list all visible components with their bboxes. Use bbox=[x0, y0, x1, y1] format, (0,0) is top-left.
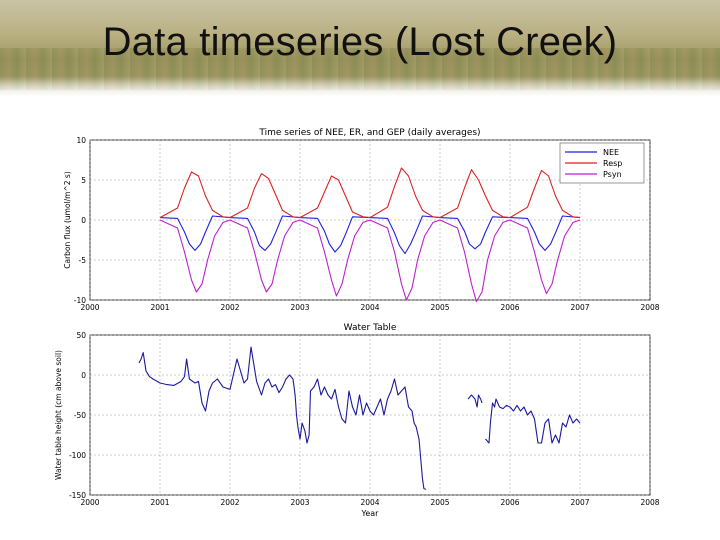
x-tick-label: 2000 bbox=[80, 303, 99, 312]
water-table-chart: 2000 2001 2002 2003 2004 2005 2006 2007 2008 50 0 -… bbox=[54, 323, 660, 518]
x-tick-label: 2006 bbox=[500, 498, 519, 507]
y-tick-label: -50 bbox=[74, 411, 86, 420]
y-tick-label: 0 bbox=[81, 371, 86, 380]
x-tick-label: 2008 bbox=[640, 303, 659, 312]
x-tick-label: 2006 bbox=[500, 303, 519, 312]
x-tick-label: 2008 bbox=[640, 498, 659, 507]
chart-title: Water Table bbox=[344, 323, 397, 333]
series-line-2 bbox=[485, 398, 581, 444]
x-tick-label: 2004 bbox=[360, 498, 379, 507]
x-tick-label: 2003 bbox=[290, 303, 309, 312]
x-tick-label: 2005 bbox=[430, 498, 449, 507]
series-line-psyn bbox=[159, 219, 581, 303]
tick-labels: 2000 2001 2002 2003 2004 2005 2006 2007 2008 10 5 0… bbox=[74, 136, 660, 312]
y-tick-label: 10 bbox=[76, 136, 86, 145]
y-tick-label: 5 bbox=[81, 176, 86, 185]
legend-label: Resp bbox=[603, 159, 622, 168]
y-tick-label: -150 bbox=[69, 491, 86, 500]
series-line-1 bbox=[467, 394, 483, 408]
y-tick-label: -5 bbox=[79, 256, 87, 265]
x-tick-label: 2002 bbox=[220, 498, 239, 507]
header-banner bbox=[0, 0, 720, 98]
series-line-resp bbox=[159, 167, 581, 219]
legend-label: Psyn bbox=[603, 170, 622, 179]
legend: NEE Resp Psyn bbox=[559, 142, 645, 184]
tick-labels: 2000 2001 2002 2003 2004 2005 2006 2007 2008 50 0 -… bbox=[69, 331, 660, 507]
x-tick-label: 2007 bbox=[570, 303, 589, 312]
y-tick-label: 50 bbox=[76, 331, 86, 340]
x-tick-label: 2001 bbox=[150, 303, 169, 312]
x-tick-label: 2002 bbox=[220, 303, 239, 312]
carbon-flux-chart: 2000 2001 2002 2003 2004 2005 2006 2007 2008 10 5 0… bbox=[63, 128, 660, 312]
y-tick-label: 0 bbox=[81, 216, 86, 225]
x-tick-label: 2000 bbox=[80, 498, 99, 507]
x-tick-label: 2005 bbox=[430, 303, 449, 312]
x-tick-label: 2003 bbox=[290, 498, 309, 507]
series-lines bbox=[138, 346, 581, 490]
y-tick-label: -10 bbox=[74, 296, 86, 305]
series-lines bbox=[159, 167, 581, 303]
y-axis-label: Water table height (cm above soil) bbox=[54, 350, 63, 480]
x-tick-label: 2007 bbox=[570, 498, 589, 507]
series-line-0 bbox=[138, 346, 427, 490]
chart-title: Time series of NEE, ER, and GEP (daily a… bbox=[258, 128, 480, 138]
grid bbox=[89, 334, 651, 496]
x-tick-label: 2004 bbox=[360, 303, 379, 312]
y-tick-label: -100 bbox=[69, 451, 86, 460]
x-axis-label: Year bbox=[361, 509, 380, 518]
y-axis-label: Carbon flux (umol/m^2 s) bbox=[63, 171, 72, 269]
slide-title: Data timeseries (Lost Creek) bbox=[102, 20, 618, 64]
legend-label: NEE bbox=[603, 148, 619, 157]
x-tick-label: 2001 bbox=[150, 498, 169, 507]
